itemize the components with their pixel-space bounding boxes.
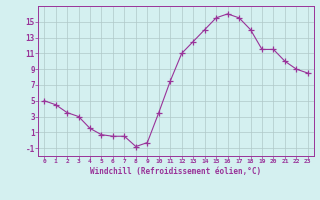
X-axis label: Windchill (Refroidissement éolien,°C): Windchill (Refroidissement éolien,°C) [91,167,261,176]
